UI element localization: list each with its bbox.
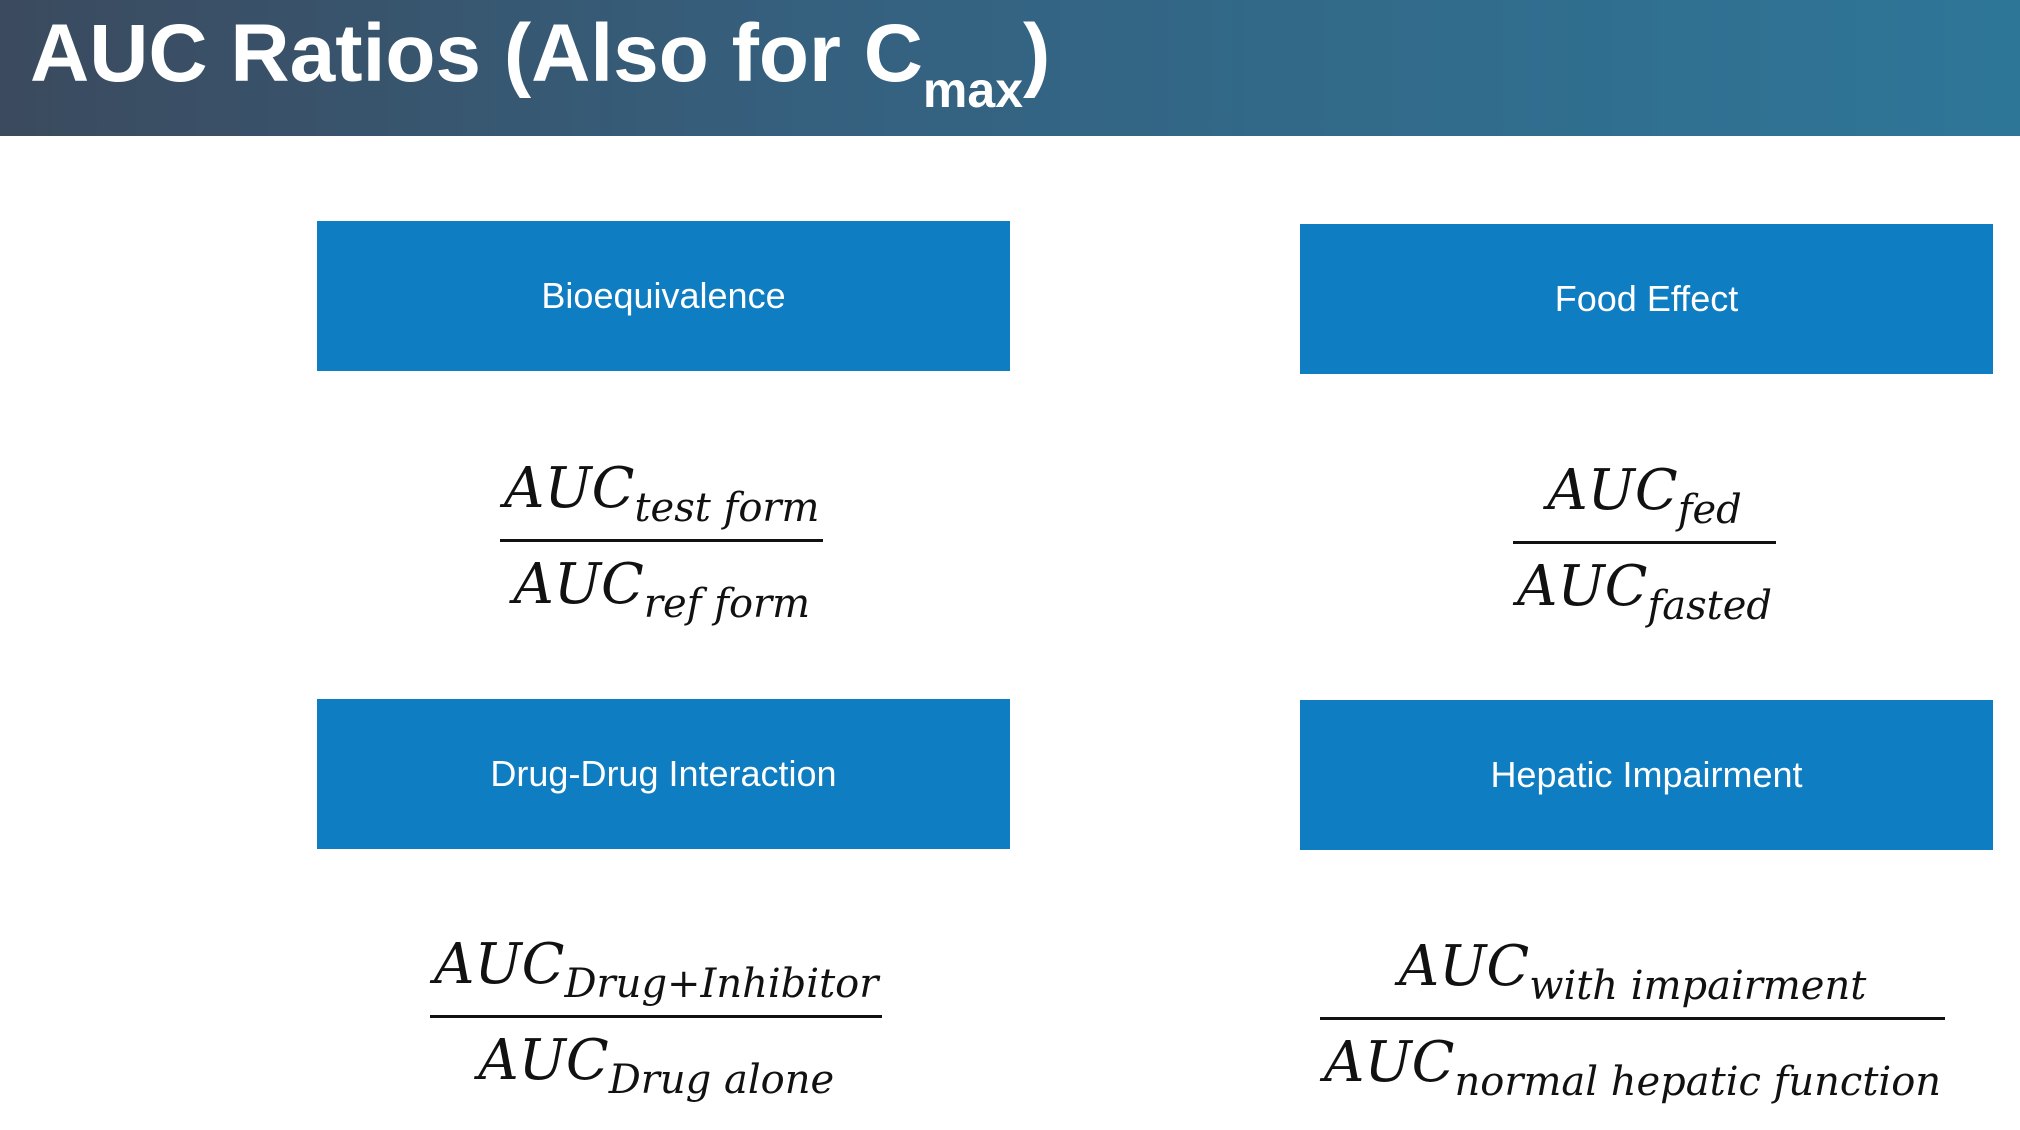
formula-food-effect: AUCfed AUCfasted [1513,456,1777,629]
box-drug-drug-interaction: Drug-Drug Interaction [317,699,1010,849]
box-food-effect: Food Effect [1300,224,1993,374]
numerator-subscript: with impairment [1529,963,1867,1009]
box-label: Food Effect [1554,278,1739,319]
fraction-bar [1513,541,1777,544]
formula-denominator: AUCref form [509,542,814,627]
title-main: AUC Ratios (Also for C [30,8,923,99]
formula-numerator: AUCDrug+Inhibitor [430,930,882,1015]
box-label: Hepatic Impairment [1490,754,1803,795]
formula-drug-drug-interaction: AUCDrug+Inhibitor AUCDrug alone [430,930,883,1103]
box-hepatic-impairment: Hepatic Impairment [1300,700,1993,850]
title-bar: AUC Ratios (Also for Cmax) [0,0,2020,136]
formula-numerator: AUCfed [1543,456,1746,541]
numerator-base: AUC [1547,458,1678,523]
numerator-subscript: Drug+Inhibitor [564,961,879,1007]
numerator-base: AUC [434,932,565,997]
formula-numerator: AUCwith impairment [1395,932,1871,1017]
box-label: Drug-Drug Interaction [490,753,837,794]
formula-bioequivalence: AUCtest form AUCref form [500,454,824,627]
formula-denominator: AUCnormal hepatic function [1320,1020,1945,1105]
formula-denominator: AUCDrug alone [474,1018,838,1103]
box-bioequivalence: Bioequivalence [317,221,1010,371]
denominator-subscript: ref form [643,581,811,627]
formula-hepatic-impairment: AUCwith impairment AUCnormal hepatic fun… [1320,932,1946,1105]
denominator-subscript: Drug alone [608,1057,835,1103]
numerator-base: AUC [1398,934,1530,999]
denominator-base: AUC [1324,1030,1455,1095]
fraction-bar [430,1015,883,1018]
numerator-base: AUC [504,456,635,521]
numerator-subscript: fed [1677,487,1742,533]
formula-numerator: AUCtest form [500,454,823,539]
numerator-subscript: test form [634,485,820,531]
box-label: Bioequivalence [541,275,786,316]
denominator-subscript: normal hepatic function [1454,1059,1942,1105]
page-title: AUC Ratios (Also for Cmax) [30,4,1051,118]
fraction-bar [500,539,824,542]
formula-denominator: AUCfasted [1513,544,1776,629]
denominator-base: AUC [1517,554,1648,619]
denominator-base: AUC [478,1028,609,1093]
title-subscript: max [922,62,1023,118]
denominator-subscript: fasted [1647,583,1773,629]
denominator-base: AUC [513,552,644,617]
title-close: ) [1023,8,1051,99]
fraction-bar [1320,1017,1946,1020]
